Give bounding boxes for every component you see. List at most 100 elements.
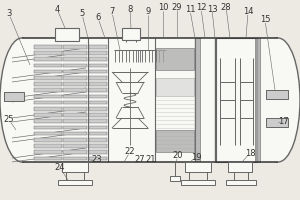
Ellipse shape	[256, 38, 300, 162]
Text: 17: 17	[278, 117, 288, 127]
Ellipse shape	[0, 38, 44, 162]
Bar	[89, 138, 107, 142]
Bar	[34, 76, 62, 79]
Bar	[216, 38, 256, 162]
Text: 3: 3	[6, 9, 12, 19]
Bar	[89, 107, 107, 110]
Bar	[89, 57, 107, 61]
Bar	[63, 126, 87, 129]
Bar	[34, 113, 62, 117]
Text: 20: 20	[173, 152, 183, 160]
Text: 12: 12	[196, 3, 206, 12]
Text: 28: 28	[221, 2, 231, 11]
Text: 8: 8	[127, 4, 133, 14]
Bar	[63, 51, 87, 55]
Bar	[156, 78, 194, 96]
Bar	[63, 144, 87, 148]
Bar	[63, 88, 87, 92]
Text: 10: 10	[158, 3, 168, 12]
Text: 29: 29	[172, 2, 182, 11]
Bar	[226, 180, 256, 185]
Bar	[63, 57, 87, 61]
Text: 21: 21	[146, 156, 156, 164]
Bar	[195, 38, 200, 162]
Bar	[34, 57, 62, 61]
Bar	[156, 48, 194, 70]
Bar	[89, 64, 107, 67]
Bar	[63, 45, 87, 48]
Bar	[34, 82, 62, 86]
Bar	[63, 64, 87, 67]
Text: 19: 19	[191, 152, 201, 162]
Bar	[34, 126, 62, 129]
Text: 14: 14	[243, 7, 253, 17]
Bar	[89, 132, 107, 135]
Bar	[34, 64, 62, 67]
Bar	[89, 144, 107, 148]
Bar	[89, 150, 107, 154]
Bar	[89, 119, 107, 123]
Bar	[4, 92, 24, 101]
Text: 23: 23	[92, 156, 102, 164]
Bar	[156, 130, 194, 152]
Bar	[63, 157, 87, 160]
Bar	[58, 180, 92, 185]
Bar	[34, 88, 62, 92]
Bar	[89, 95, 107, 98]
Text: 27: 27	[135, 156, 145, 164]
Text: 6: 6	[95, 14, 101, 22]
Text: 11: 11	[185, 5, 195, 15]
Bar	[63, 76, 87, 79]
Bar	[185, 162, 211, 172]
Bar	[55, 28, 79, 41]
Bar	[34, 157, 62, 160]
Text: 13: 13	[207, 4, 217, 14]
Text: 22: 22	[125, 148, 135, 156]
Bar	[63, 82, 87, 86]
Bar	[34, 150, 62, 154]
Bar	[34, 107, 62, 110]
Text: 4: 4	[54, 4, 60, 14]
Bar	[255, 38, 260, 162]
Bar	[34, 101, 62, 104]
Bar	[34, 51, 62, 55]
Bar	[34, 144, 62, 148]
Bar	[63, 101, 87, 104]
Bar	[34, 119, 62, 123]
Bar	[228, 162, 252, 172]
Text: 24: 24	[55, 164, 65, 172]
Text: 9: 9	[146, 7, 151, 17]
Bar	[170, 176, 180, 181]
Bar	[63, 107, 87, 110]
Bar	[34, 132, 62, 135]
Bar	[89, 76, 107, 79]
Bar	[266, 118, 288, 127]
Bar	[89, 113, 107, 117]
Bar	[89, 51, 107, 55]
Bar	[89, 70, 107, 73]
Bar	[89, 45, 107, 48]
Bar	[63, 113, 87, 117]
Bar	[63, 132, 87, 135]
Bar	[181, 180, 215, 185]
Bar	[34, 138, 62, 142]
Bar	[89, 101, 107, 104]
Bar	[63, 150, 87, 154]
Bar	[63, 119, 87, 123]
Text: 25: 25	[4, 116, 14, 124]
Bar	[22, 38, 278, 162]
Bar	[89, 82, 107, 86]
Bar	[34, 95, 62, 98]
Bar	[122, 28, 140, 40]
Text: 7: 7	[109, 7, 115, 17]
Bar	[34, 45, 62, 48]
Bar	[62, 162, 88, 172]
Bar	[34, 70, 62, 73]
Bar	[63, 70, 87, 73]
Text: 18: 18	[245, 148, 255, 158]
Text: 15: 15	[260, 16, 270, 24]
Bar	[89, 157, 107, 160]
Bar	[89, 126, 107, 129]
Bar	[63, 138, 87, 142]
Text: 5: 5	[80, 9, 85, 19]
